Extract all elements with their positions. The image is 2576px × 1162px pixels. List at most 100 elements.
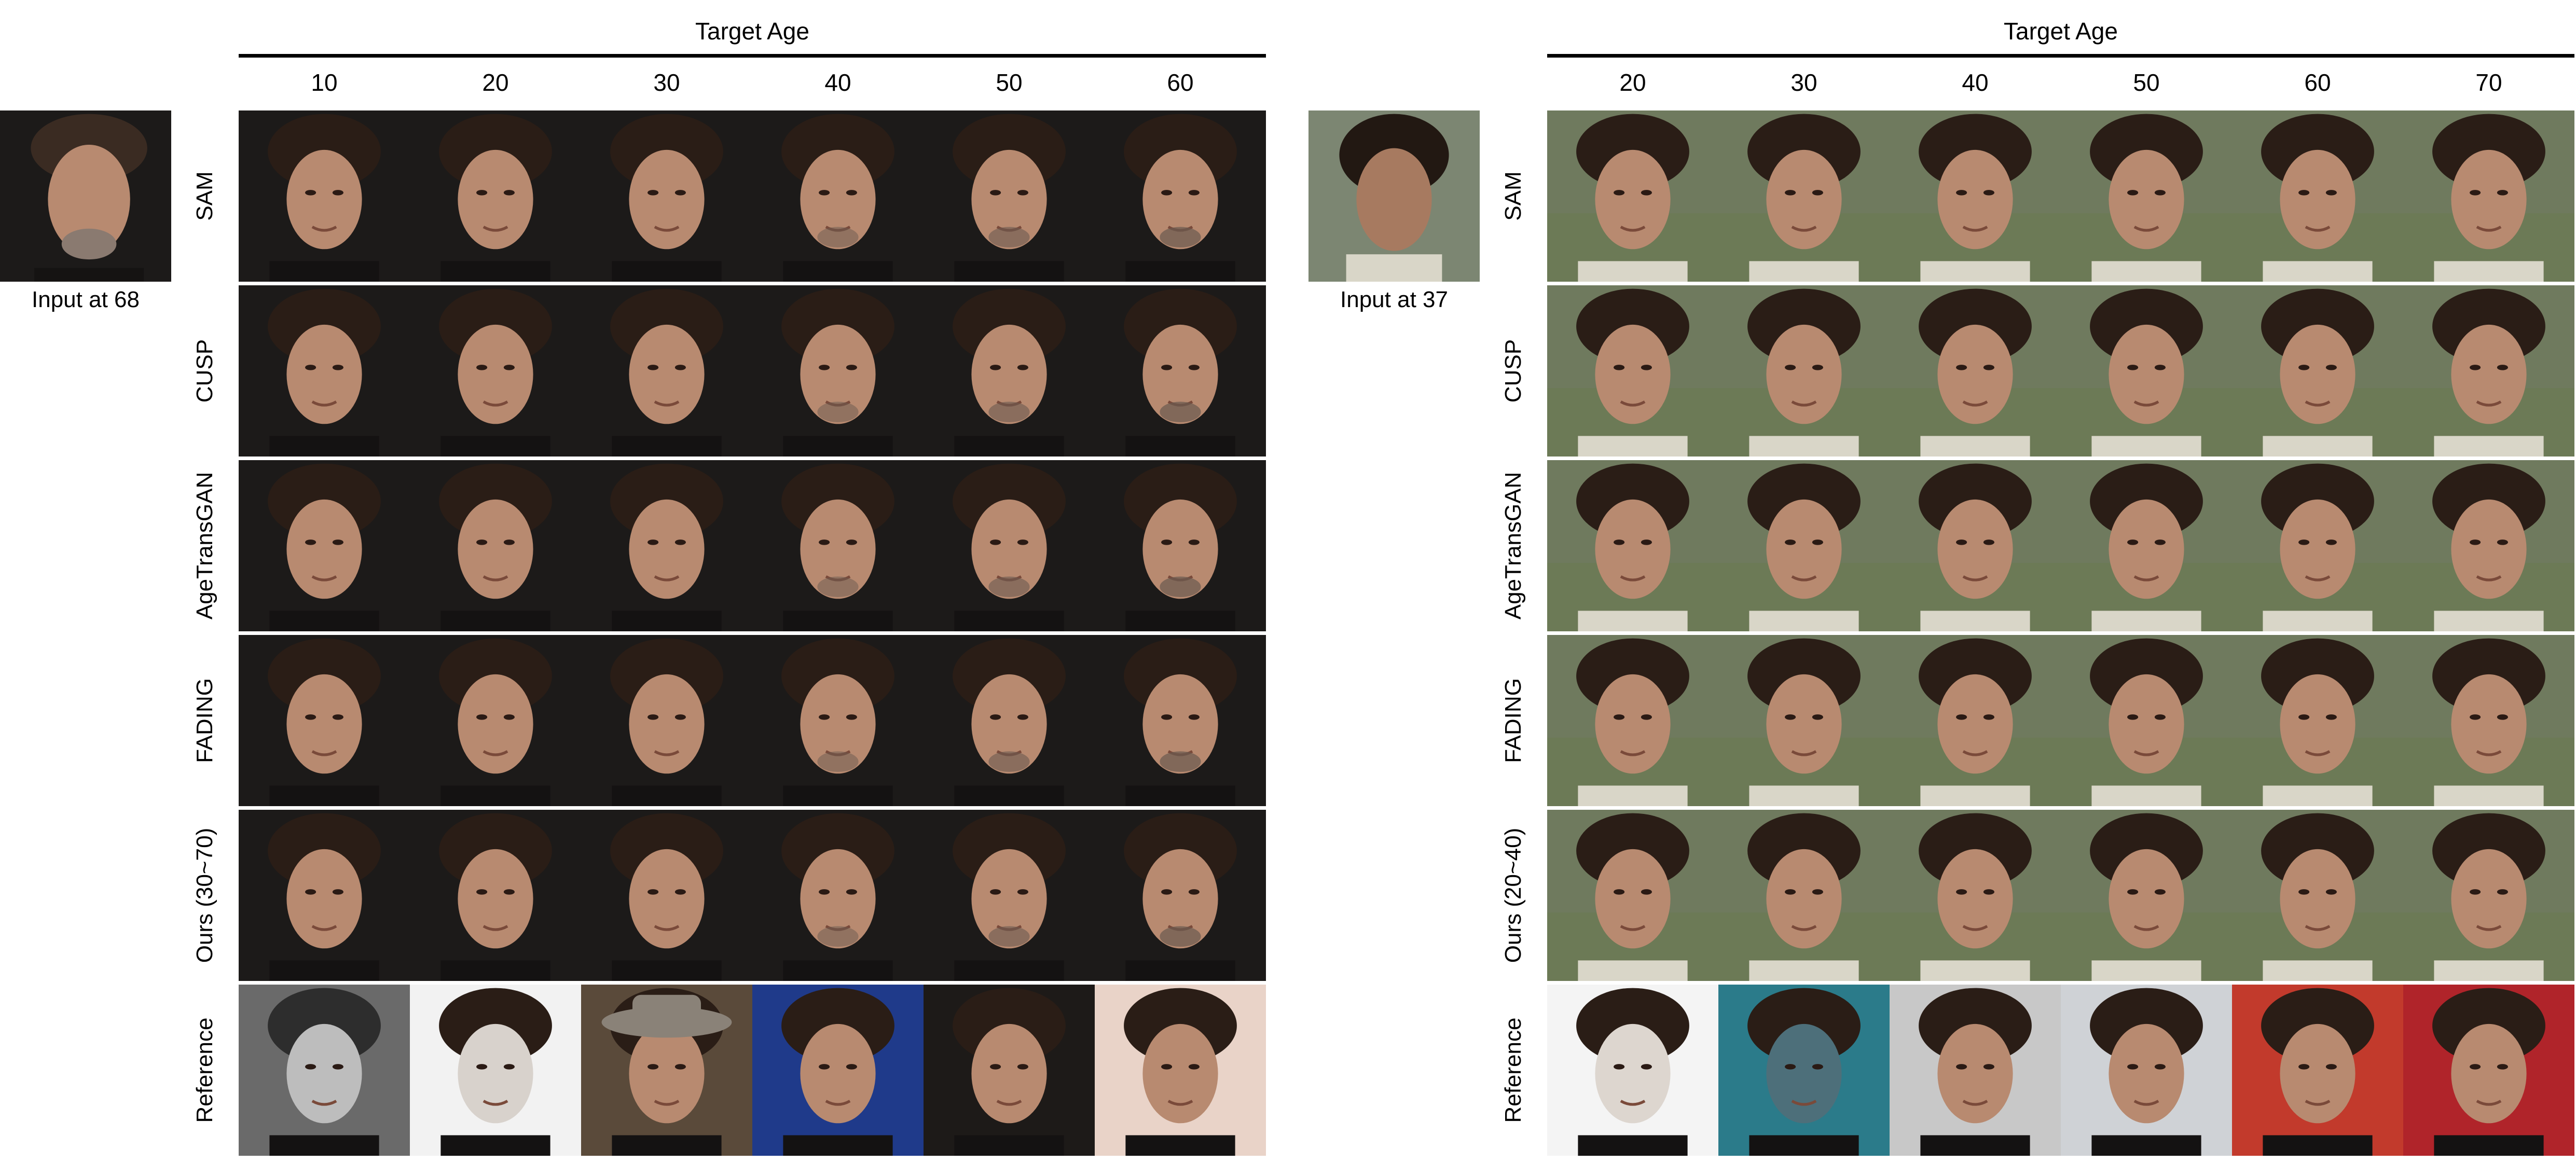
- left-aged-face-image: [924, 635, 1095, 806]
- left-aged-face-image: [1095, 810, 1266, 981]
- left-aged-face-image: [410, 285, 581, 457]
- left-aged-face-image: [581, 285, 752, 457]
- right-aged-face-image: [1547, 460, 1718, 631]
- right-aged-face-image: [1547, 810, 1718, 981]
- right-aged-face-image: [2232, 285, 2403, 457]
- right-aged-face-image: [2403, 110, 2574, 282]
- right-method-label-text: SAM: [1500, 171, 1526, 221]
- right-method-label: Ours (20~40): [1495, 810, 1532, 981]
- right-method-label: Reference: [1495, 985, 1532, 1156]
- left-aged-face-image: [239, 285, 410, 457]
- left-reference-photo: [239, 985, 410, 1156]
- right-method-label: CUSP: [1495, 285, 1532, 457]
- left-method-label: CUSP: [187, 285, 223, 457]
- left-result-row: [239, 110, 1266, 282]
- right-reference-photo: [2403, 985, 2574, 1156]
- right-aged-face-image: [2061, 110, 2232, 282]
- right-aged-face-image: [2232, 635, 2403, 806]
- right-input-photo: [1308, 110, 1480, 282]
- left-age-label: 60: [1167, 69, 1194, 96]
- left-age-label: 40: [824, 69, 851, 96]
- left-aged-face-image: [924, 460, 1095, 631]
- right-result-row: [1547, 985, 2574, 1156]
- left-method-label-text: AgeTransGAN: [192, 472, 217, 620]
- right-reference-photo: [2061, 985, 2232, 1156]
- right-aged-face-image: [1718, 110, 1890, 282]
- right-method-label-text: FADING: [1500, 678, 1526, 763]
- right-result-row: [1547, 635, 2574, 806]
- right-aged-face-image: [2403, 285, 2574, 457]
- left-method-label: FADING: [187, 635, 223, 806]
- left-aged-face-image: [239, 635, 410, 806]
- right-aged-face-image: [1547, 110, 1718, 282]
- left-method-label-text: SAM: [192, 171, 217, 221]
- left-input-photo: [0, 110, 171, 282]
- left-target-age-title: Target Age: [695, 18, 809, 45]
- left-reference-photo: [752, 985, 924, 1156]
- right-reference-photo: [1547, 985, 1718, 1156]
- right-input-caption: Input at 37: [1340, 287, 1448, 312]
- left-aged-face-image: [239, 460, 410, 631]
- left-result-row: [239, 985, 1266, 1156]
- left-method-label-text: Reference: [192, 1017, 217, 1123]
- right-aged-face-image: [1718, 810, 1890, 981]
- right-aged-face-image: [1890, 110, 2061, 282]
- right-aged-face-image: [2403, 635, 2574, 806]
- left-aged-face-image: [410, 810, 581, 981]
- right-method-label: AgeTransGAN: [1495, 460, 1532, 631]
- right-age-label: 60: [2304, 69, 2331, 96]
- left-aged-face-image: [752, 810, 924, 981]
- left-method-label: Ours (30~70): [187, 810, 223, 981]
- right-method-label: FADING: [1495, 635, 1532, 806]
- left-method-label: Reference: [187, 985, 223, 1156]
- right-aged-face-image: [1890, 810, 2061, 981]
- left-result-row: [239, 635, 1266, 806]
- right-age-label: 30: [1790, 69, 1817, 96]
- right-aged-face-image: [1718, 460, 1890, 631]
- right-aged-face-image: [1718, 285, 1890, 457]
- right-method-label-text: Reference: [1500, 1017, 1526, 1123]
- right-aged-face-image: [2232, 110, 2403, 282]
- right-panel: Target Age 20 30 40 50 60 70 Input at 37…: [1307, 0, 2576, 1162]
- right-aged-face-image: [1890, 285, 2061, 457]
- right-reference-photo: [1718, 985, 1890, 1156]
- left-aged-face-image: [752, 635, 924, 806]
- left-aged-face-image: [410, 110, 581, 282]
- right-aged-face-image: [2061, 810, 2232, 981]
- left-aged-face-image: [410, 460, 581, 631]
- right-result-row: [1547, 110, 2574, 282]
- right-age-label: 50: [2133, 69, 2160, 96]
- right-aged-face-image: [2061, 460, 2232, 631]
- right-age-label: 20: [1619, 69, 1646, 96]
- left-result-row: [239, 285, 1266, 457]
- left-reference-photo: [1095, 985, 1266, 1156]
- right-age-label: 40: [1962, 69, 1989, 96]
- right-method-label: SAM: [1495, 110, 1532, 282]
- left-aged-face-image: [924, 110, 1095, 282]
- left-aged-face-image: [410, 635, 581, 806]
- right-aged-face-image: [1890, 460, 2061, 631]
- right-result-row: [1547, 460, 2574, 631]
- left-aged-face-image: [1095, 285, 1266, 457]
- right-aged-face-image: [1547, 285, 1718, 457]
- right-reference-photo: [2232, 985, 2403, 1156]
- right-target-age-title: Target Age: [2004, 18, 2118, 45]
- right-title-rule: [1547, 54, 2574, 58]
- left-reference-photo: [581, 985, 752, 1156]
- right-aged-face-image: [1547, 635, 1718, 806]
- left-aged-face-image: [924, 285, 1095, 457]
- left-input-caption: Input at 68: [32, 287, 140, 312]
- left-aged-face-image: [1095, 110, 1266, 282]
- left-aged-face-image: [1095, 635, 1266, 806]
- right-aged-face-image: [2061, 285, 2232, 457]
- right-result-row: [1547, 810, 2574, 981]
- right-aged-face-image: [2232, 460, 2403, 631]
- left-panel: Target Age 10 20 30 40 50 60 Input at 68…: [0, 0, 1266, 1162]
- right-method-label-text: CUSP: [1500, 339, 1526, 403]
- right-age-label: 70: [2475, 69, 2502, 96]
- left-aged-face-image: [239, 110, 410, 282]
- left-title-rule: [239, 54, 1266, 58]
- left-method-label: SAM: [187, 110, 223, 282]
- right-aged-face-image: [2403, 460, 2574, 631]
- left-method-label-text: CUSP: [192, 339, 217, 403]
